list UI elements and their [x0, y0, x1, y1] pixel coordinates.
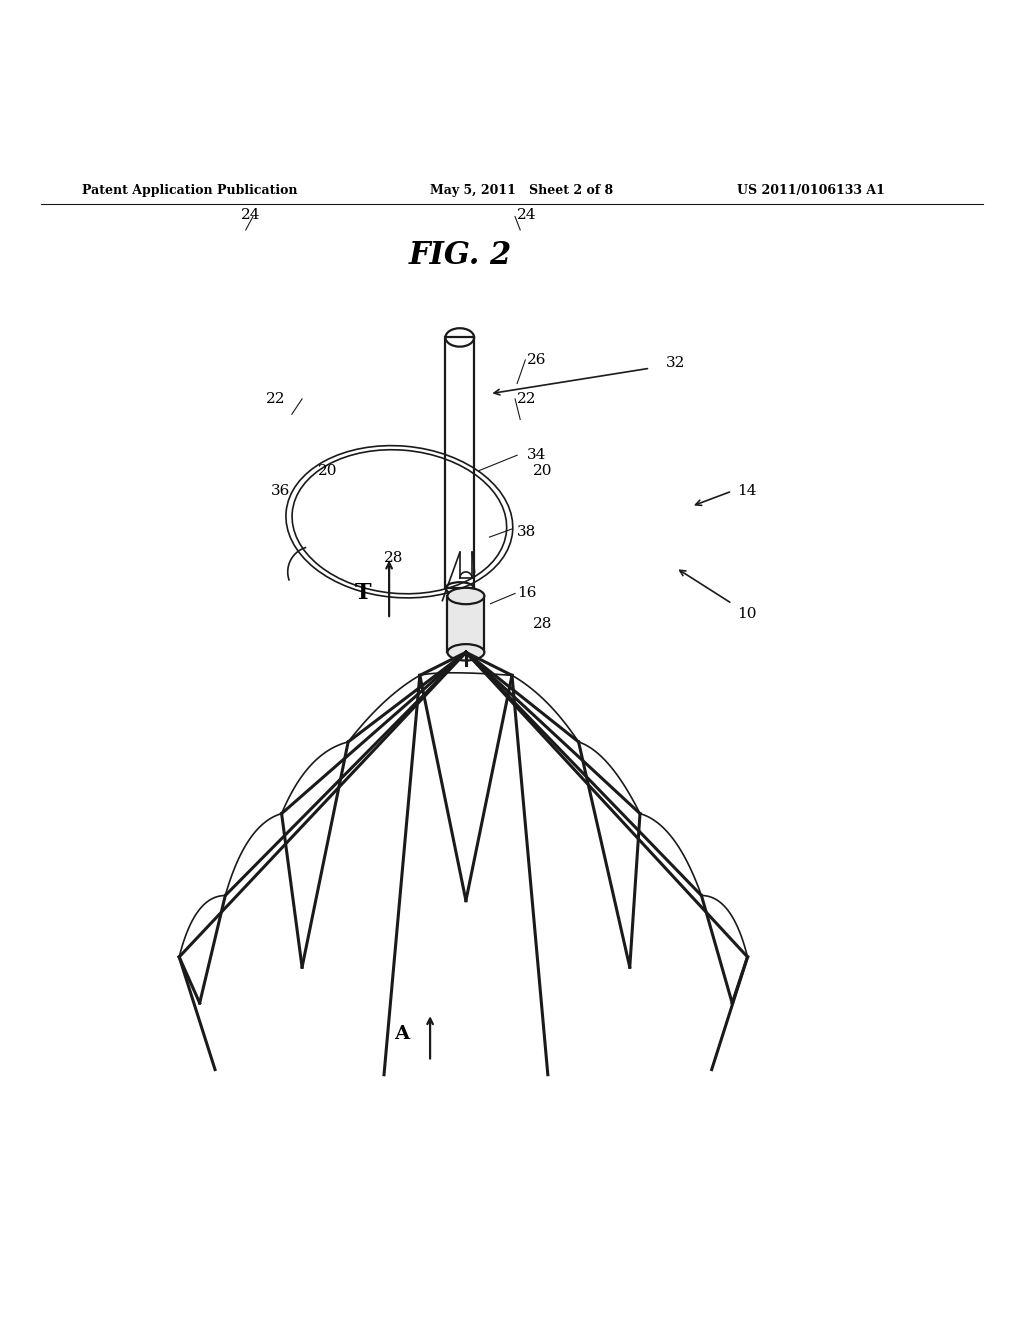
Text: 22: 22: [266, 392, 286, 405]
Polygon shape: [447, 597, 484, 652]
Text: 20: 20: [317, 463, 337, 478]
Text: 28: 28: [532, 618, 552, 631]
Text: 16: 16: [517, 586, 537, 601]
Text: 32: 32: [666, 356, 685, 370]
Text: 34: 34: [527, 449, 547, 462]
Text: US 2011/0106133 A1: US 2011/0106133 A1: [737, 183, 885, 197]
Text: 24: 24: [241, 207, 260, 222]
Text: T: T: [355, 582, 372, 605]
Text: 10: 10: [737, 607, 757, 620]
Text: 36: 36: [271, 484, 291, 498]
Text: FIG. 2: FIG. 2: [410, 240, 512, 271]
Text: 28: 28: [384, 550, 403, 565]
Text: A: A: [394, 1024, 410, 1043]
Ellipse shape: [447, 644, 484, 660]
Text: 22: 22: [517, 392, 537, 405]
Ellipse shape: [447, 587, 484, 605]
Text: 14: 14: [737, 484, 757, 498]
Text: 38: 38: [517, 525, 537, 539]
Text: May 5, 2011   Sheet 2 of 8: May 5, 2011 Sheet 2 of 8: [430, 183, 613, 197]
Text: 20: 20: [532, 463, 552, 478]
Text: Patent Application Publication: Patent Application Publication: [82, 183, 297, 197]
Text: 26: 26: [527, 352, 547, 367]
Text: 24: 24: [517, 207, 537, 222]
